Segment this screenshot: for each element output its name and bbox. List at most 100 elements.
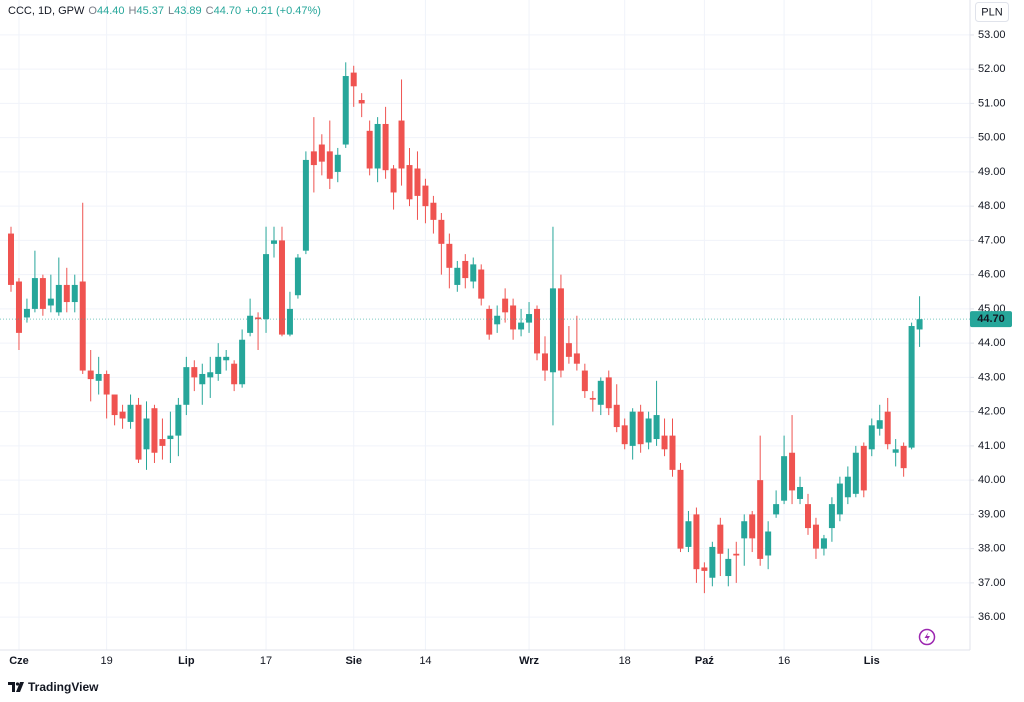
- candle-body: [502, 298, 509, 313]
- candle-body: [454, 267, 461, 285]
- candle-body: [812, 524, 819, 549]
- candle-body: [534, 308, 541, 354]
- y-tick-label: 50.00: [978, 132, 1006, 144]
- candle-body: [135, 404, 142, 460]
- candle-body: [589, 397, 596, 400]
- candle-body: [717, 524, 724, 554]
- candle-body: [207, 372, 214, 378]
- candle-body: [908, 326, 915, 448]
- candle-body: [526, 314, 533, 323]
- last-price-label: 44.70: [977, 313, 1005, 325]
- candle-body: [47, 298, 54, 306]
- y-tick-label: 40.00: [978, 474, 1006, 486]
- candle-body: [709, 546, 716, 578]
- candle-body: [661, 435, 668, 450]
- candle-body: [868, 425, 875, 450]
- candle-body: [422, 185, 429, 207]
- candle-body: [103, 373, 110, 395]
- candle-body: [23, 308, 30, 318]
- y-tick-label: 37.00: [978, 577, 1006, 589]
- x-tick-label: Sie: [345, 655, 362, 667]
- candle-body: [334, 154, 341, 172]
- candle-body: [733, 553, 740, 556]
- candle-body: [805, 504, 811, 529]
- y-tick-label: 53.00: [978, 29, 1006, 41]
- y-tick-label: 39.00: [978, 508, 1006, 520]
- y-tick-label: 47.00: [978, 234, 1006, 246]
- x-tick-label: 17: [260, 655, 272, 667]
- x-tick-label: Lip: [178, 655, 195, 667]
- candle-body: [111, 394, 118, 416]
- x-tick-label: 16: [778, 655, 790, 667]
- candle-body: [414, 168, 421, 196]
- candle-body: [247, 315, 254, 333]
- candle-body: [143, 418, 150, 450]
- currency-button[interactable]: [975, 2, 1009, 22]
- candle-body: [39, 278, 46, 309]
- candle-body: [510, 305, 517, 330]
- candle-body: [199, 373, 206, 385]
- ohlc-label: L: [168, 5, 174, 17]
- candle-body: [223, 356, 230, 361]
- candle-body: [398, 120, 405, 169]
- candle-body: [781, 456, 788, 501]
- ohlc-label: H: [129, 5, 137, 17]
- candle-body: [621, 425, 628, 445]
- candle-body: [350, 72, 357, 87]
- candle-body: [231, 363, 238, 385]
- candle-body: [191, 367, 198, 378]
- y-tick-label: 42.00: [978, 406, 1006, 418]
- candle-body: [677, 469, 684, 549]
- candle-body: [669, 435, 676, 470]
- candle-body: [167, 435, 174, 440]
- candles: [8, 62, 923, 594]
- candle-body: [366, 130, 373, 169]
- tradingview-logo: [8, 682, 24, 692]
- candle-body: [318, 144, 325, 162]
- candle-body: [342, 76, 349, 145]
- currency[interactable]: PLN: [981, 6, 1002, 18]
- candle-body: [438, 219, 445, 244]
- candle-body: [613, 404, 620, 428]
- y-tick-label: 36.00: [978, 611, 1006, 623]
- ohlc-value: 45.37: [136, 5, 164, 17]
- x-tick-label: 19: [101, 655, 113, 667]
- candle-body: [95, 373, 102, 381]
- candle-body: [302, 159, 309, 251]
- candle-body: [294, 257, 301, 296]
- candle-body: [358, 100, 365, 104]
- y-tick-label: 41.00: [978, 440, 1006, 452]
- candle-body: [255, 317, 262, 320]
- candle-body: [151, 408, 158, 453]
- candle-body: [215, 356, 222, 374]
- candle-body: [749, 514, 756, 539]
- candle-body: [725, 558, 732, 577]
- candle-body: [605, 377, 612, 409]
- ohlc-value: 44.70: [214, 5, 242, 17]
- candle-body: [63, 284, 70, 303]
- candle-body: [916, 319, 923, 330]
- candle-body: [549, 288, 556, 373]
- candle-body: [183, 367, 190, 405]
- candle-body: [693, 514, 700, 570]
- x-tick-label: 18: [619, 655, 631, 667]
- candle-body: [175, 404, 182, 436]
- y-tick-label: 44.00: [978, 337, 1006, 349]
- candle-body: [446, 243, 453, 268]
- candle-body: [310, 151, 317, 166]
- candle-body: [884, 411, 891, 445]
- candle-body: [478, 269, 485, 299]
- candle-body: [645, 418, 652, 443]
- x-tick-label: Wrz: [519, 655, 539, 667]
- candle-body: [653, 415, 660, 440]
- candle-body: [581, 370, 588, 392]
- candle-body: [860, 445, 867, 491]
- candle-body: [55, 284, 62, 313]
- candle-body: [573, 353, 580, 364]
- candle-body: [757, 480, 764, 559]
- candle-body: [844, 476, 851, 498]
- candle-body: [8, 233, 14, 285]
- lightning-icon[interactable]: [918, 628, 936, 646]
- candle-body: [87, 370, 94, 380]
